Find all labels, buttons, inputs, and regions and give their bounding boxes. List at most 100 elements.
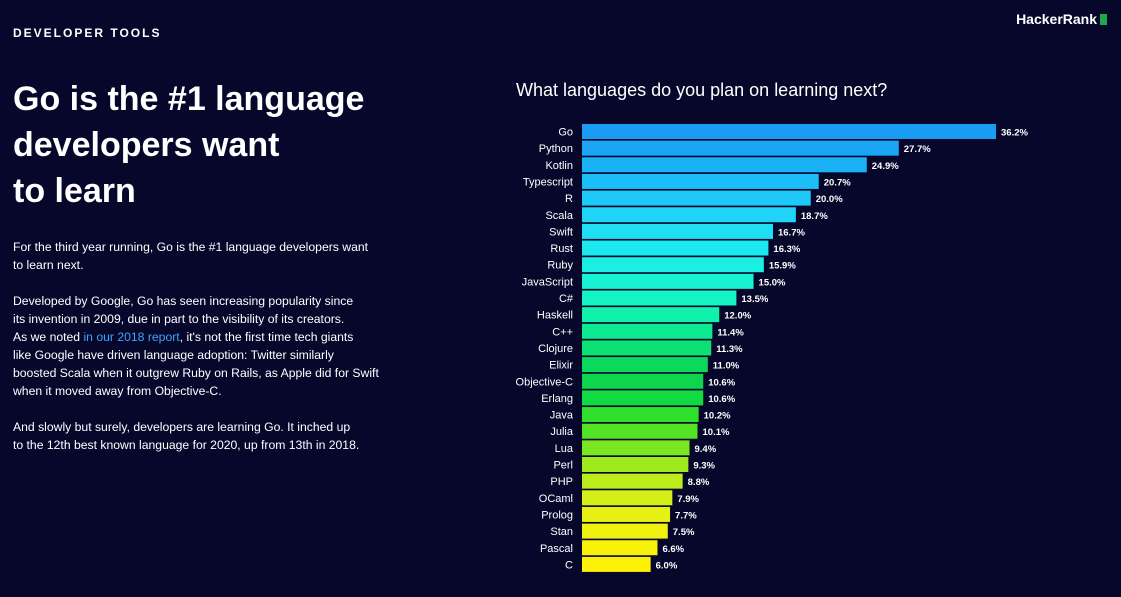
bar [582, 423, 698, 439]
value-label: 27.7% [904, 144, 931, 155]
category-label: Rust [550, 243, 573, 255]
brand-name: HackerRank [1016, 11, 1097, 27]
value-label: 9.3% [693, 461, 715, 472]
category-label: Scala [545, 210, 573, 222]
bar [582, 257, 764, 273]
bar [582, 273, 754, 289]
paragraph-history: Developed by Google, Go has seen increas… [13, 292, 413, 400]
headline-line: to learn [13, 172, 136, 210]
category-label: OCaml [539, 493, 573, 505]
value-label: 10.6% [708, 377, 735, 388]
value-label: 36.2% [1001, 128, 1028, 139]
category-label: C# [559, 293, 574, 305]
report-link[interactable]: in our 2018 report [83, 330, 180, 344]
bar [582, 556, 651, 572]
value-label: 15.0% [759, 277, 786, 288]
value-label: 10.6% [708, 394, 735, 405]
category-label: Elixir [549, 360, 573, 372]
value-label: 7.5% [673, 527, 695, 538]
category-label: Pascal [540, 543, 573, 555]
value-label: 18.7% [801, 211, 828, 222]
bar [582, 440, 690, 456]
brand-mark-icon [1100, 13, 1107, 25]
article-body: For the third year running, Go is the #1… [13, 238, 413, 472]
category-label: C [565, 559, 573, 571]
chart-title: What languages do you plan on learning n… [516, 80, 888, 100]
bar [582, 457, 689, 472]
value-label: 20.7% [824, 177, 851, 188]
paragraph-line: And slowly but surely, developers are le… [13, 420, 351, 434]
category-label: Prolog [541, 509, 573, 521]
bar [582, 207, 796, 223]
headline-line: Go is the #1 language [13, 80, 365, 118]
value-label: 10.2% [704, 411, 731, 422]
value-label: 10.1% [703, 427, 730, 438]
paragraph-text: , it's not the first time tech giants [179, 330, 354, 344]
value-label: 16.7% [778, 227, 805, 238]
category-label: Perl [553, 460, 573, 472]
bar [582, 323, 713, 339]
value-label: 6.0% [656, 560, 678, 571]
bar [582, 190, 811, 206]
bar [582, 523, 668, 539]
bar [582, 240, 769, 256]
category-label: R [565, 193, 573, 205]
bar [582, 340, 712, 356]
bar [582, 390, 704, 406]
brand-logo[interactable]: HackerRank [1016, 11, 1107, 27]
bar [582, 373, 704, 389]
category-label: Clojure [538, 343, 573, 355]
category-label: Stan [550, 526, 573, 538]
bar [582, 540, 658, 556]
value-label: 8.8% [688, 477, 710, 488]
category-label: Go [558, 127, 573, 139]
value-label: 20.0% [816, 194, 843, 205]
category-label: Typescript [523, 176, 573, 188]
category-label: Julia [550, 426, 574, 438]
bar [582, 357, 708, 373]
paragraph-line: when it moved away from Objective-C. [13, 384, 222, 398]
headline-line: developers want [13, 126, 280, 164]
value-label: 9.4% [695, 444, 717, 455]
bar [582, 173, 819, 189]
paragraph-text: As we noted [13, 330, 84, 344]
page-title: Go is the #1 language developers want to… [13, 76, 413, 214]
category-label: Python [539, 143, 573, 155]
value-label: 7.7% [675, 510, 697, 521]
value-label: 24.9% [872, 161, 899, 172]
paragraph-line: As we noted in our 2018 report, it's not… [13, 328, 413, 346]
bar [582, 124, 996, 139]
value-label: 6.6% [662, 544, 684, 555]
paragraph-line: Developed by Google, Go has seen increas… [13, 294, 354, 308]
bar [582, 290, 737, 306]
bar [582, 140, 899, 156]
value-label: 11.3% [716, 344, 743, 355]
category-label: JavaScript [522, 276, 573, 288]
category-label: Java [550, 410, 574, 422]
bar [582, 506, 671, 522]
value-label: 12.0% [724, 311, 751, 322]
bar [582, 157, 867, 173]
category-label: C++ [552, 326, 573, 338]
bar [582, 307, 720, 323]
category-label: Swift [549, 226, 573, 238]
paragraph-line: For the third year running, Go is the #1… [13, 240, 369, 254]
value-label: 15.9% [769, 261, 796, 272]
category-label: Ruby [547, 260, 573, 272]
paragraph-line: to the 12th best known language for 2020… [13, 438, 360, 452]
category-label: Lua [555, 443, 574, 455]
category-label: Objective-C [516, 376, 574, 388]
value-label: 7.9% [677, 494, 699, 505]
paragraph-line: its invention in 2009, due in part to th… [13, 312, 345, 326]
category-label: PHP [550, 476, 573, 488]
bar [582, 223, 773, 239]
bar [582, 490, 673, 506]
paragraph-intro: For the third year running, Go is the #1… [13, 238, 413, 274]
paragraph-line: to learn next. [13, 258, 84, 272]
value-label: 11.4% [717, 327, 744, 338]
paragraph-ranking: And slowly but surely, developers are le… [13, 418, 413, 454]
category-label: Haskell [537, 310, 573, 322]
category-label: Erlang [541, 393, 573, 405]
value-label: 13.5% [741, 294, 768, 305]
